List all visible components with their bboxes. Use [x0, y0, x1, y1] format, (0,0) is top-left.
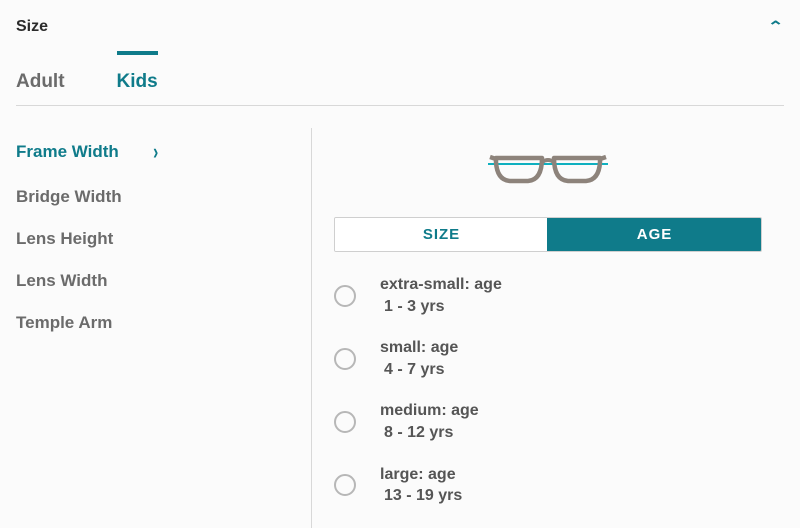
options-list: extra-small: age 1 - 3 yrs small: age 4 …	[334, 274, 762, 507]
option-label: extra-small: age 1 - 3 yrs	[380, 274, 502, 317]
toggle-size-button[interactable]: SIZE	[335, 218, 548, 251]
collapse-icon[interactable]: ⌃	[767, 18, 784, 36]
option-label: medium: age 8 - 12 yrs	[380, 400, 479, 443]
radio-icon	[334, 411, 356, 433]
option-medium[interactable]: medium: age 8 - 12 yrs	[334, 400, 762, 443]
sidebar-item-label: Lens Width	[16, 271, 107, 291]
radio-icon	[334, 348, 356, 370]
option-extra-small[interactable]: extra-small: age 1 - 3 yrs	[334, 274, 762, 317]
sidebar-item-label: Bridge Width	[16, 187, 122, 207]
section-title: Size	[16, 18, 48, 36]
sidebar-item-label: Lens Height	[16, 229, 113, 249]
option-small[interactable]: small: age 4 - 7 yrs	[334, 337, 762, 380]
option-label: small: age 4 - 7 yrs	[380, 337, 458, 380]
sidebar-item-label: Frame Width	[16, 142, 119, 162]
option-large[interactable]: large: age 13 - 19 yrs	[334, 464, 762, 507]
sidebar-item-label: Temple Arm	[16, 313, 112, 333]
radio-icon	[334, 285, 356, 307]
tab-adult[interactable]: Adult	[16, 59, 65, 105]
sidebar-item-bridge-width[interactable]: Bridge Width	[16, 176, 299, 218]
sidebar-item-lens-height[interactable]: Lens Height	[16, 218, 299, 260]
size-age-toggle: SIZE AGE	[334, 217, 762, 252]
chevron-right-icon: ›	[153, 139, 158, 165]
sidebar-item-lens-width[interactable]: Lens Width	[16, 260, 299, 302]
option-label: large: age 13 - 19 yrs	[380, 464, 462, 507]
tab-kids[interactable]: Kids	[117, 59, 158, 105]
radio-icon	[334, 474, 356, 496]
glasses-icon	[488, 146, 608, 191]
sidebar-item-temple-arm[interactable]: Temple Arm	[16, 302, 299, 344]
category-tabs: Adult Kids	[16, 59, 784, 106]
measurement-sidebar: Frame Width › Bridge Width Lens Height L…	[16, 128, 312, 528]
toggle-age-button[interactable]: AGE	[547, 217, 762, 252]
sidebar-item-frame-width[interactable]: Frame Width ›	[16, 128, 299, 176]
